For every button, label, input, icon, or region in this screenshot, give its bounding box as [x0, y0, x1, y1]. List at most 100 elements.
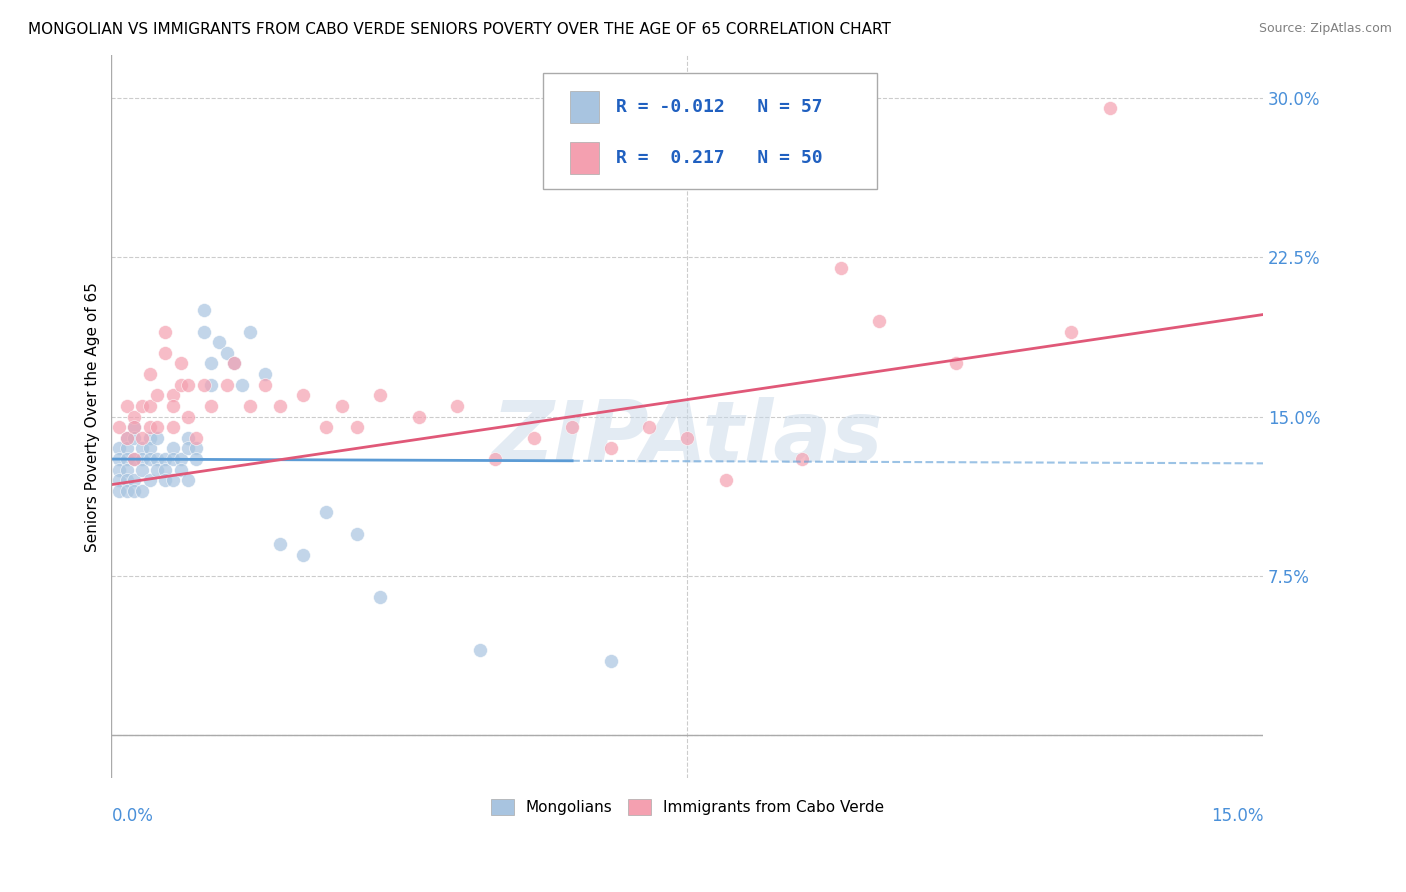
- Point: [184, 452, 207, 467]
- Point: [146, 388, 169, 402]
- Point: [115, 463, 138, 477]
- Point: [446, 399, 468, 413]
- Point: [468, 643, 491, 657]
- Point: [131, 483, 153, 498]
- Point: [330, 399, 353, 413]
- Text: MONGOLIAN VS IMMIGRANTS FROM CABO VERDE SENIORS POVERTY OVER THE AGE OF 65 CORRE: MONGOLIAN VS IMMIGRANTS FROM CABO VERDE …: [28, 22, 891, 37]
- Point: [184, 431, 207, 445]
- Text: 0.0%: 0.0%: [111, 807, 153, 825]
- Point: [139, 431, 162, 445]
- Point: [269, 399, 291, 413]
- Point: [346, 420, 368, 434]
- Point: [200, 399, 222, 413]
- Point: [408, 409, 430, 424]
- Point: [108, 463, 131, 477]
- Point: [177, 474, 200, 488]
- Point: [162, 420, 184, 434]
- Point: [253, 367, 276, 381]
- Point: [638, 420, 661, 434]
- Point: [315, 420, 337, 434]
- Point: [139, 452, 162, 467]
- Point: [792, 452, 814, 467]
- Point: [131, 399, 153, 413]
- Point: [184, 442, 207, 456]
- Point: [368, 388, 391, 402]
- Point: [108, 474, 131, 488]
- Point: [108, 420, 131, 434]
- Point: [676, 431, 699, 445]
- Point: [115, 442, 138, 456]
- Point: [315, 505, 337, 519]
- Point: [177, 442, 200, 456]
- Point: [115, 474, 138, 488]
- Point: [169, 377, 191, 392]
- Point: [1098, 101, 1121, 115]
- Point: [139, 474, 162, 488]
- Point: [153, 325, 176, 339]
- Point: [131, 452, 153, 467]
- Text: R =  0.217   N = 50: R = 0.217 N = 50: [616, 149, 823, 167]
- Point: [124, 431, 146, 445]
- Point: [115, 452, 138, 467]
- Point: [523, 431, 546, 445]
- Point: [484, 452, 506, 467]
- Point: [131, 442, 153, 456]
- Point: [208, 335, 231, 350]
- Text: Source: ZipAtlas.com: Source: ZipAtlas.com: [1258, 22, 1392, 36]
- Point: [139, 399, 162, 413]
- Point: [162, 442, 184, 456]
- Point: [108, 442, 131, 456]
- Point: [193, 303, 215, 318]
- Bar: [569, 142, 599, 175]
- Point: [253, 377, 276, 392]
- Point: [124, 474, 146, 488]
- Point: [124, 420, 146, 434]
- Point: [239, 399, 262, 413]
- Text: R = -0.012   N = 57: R = -0.012 N = 57: [616, 98, 823, 116]
- Point: [830, 260, 852, 275]
- Point: [292, 548, 315, 562]
- Point: [162, 474, 184, 488]
- Point: [368, 591, 391, 605]
- Text: 15.0%: 15.0%: [1211, 807, 1263, 825]
- Point: [599, 442, 621, 456]
- Point: [200, 356, 222, 370]
- Point: [346, 526, 368, 541]
- Point: [215, 377, 238, 392]
- Point: [146, 431, 169, 445]
- Point: [146, 420, 169, 434]
- FancyBboxPatch shape: [543, 73, 877, 189]
- Legend: Mongolians, Immigrants from Cabo Verde: Mongolians, Immigrants from Cabo Verde: [485, 793, 890, 821]
- Point: [108, 483, 131, 498]
- Point: [108, 452, 131, 467]
- Point: [224, 356, 246, 370]
- Point: [868, 314, 890, 328]
- Point: [153, 346, 176, 360]
- Point: [561, 420, 583, 434]
- Point: [945, 356, 967, 370]
- Point: [162, 452, 184, 467]
- Point: [124, 420, 146, 434]
- Y-axis label: Seniors Poverty Over the Age of 65: Seniors Poverty Over the Age of 65: [86, 282, 100, 551]
- Point: [115, 399, 138, 413]
- Point: [177, 431, 200, 445]
- Point: [162, 388, 184, 402]
- Point: [169, 463, 191, 477]
- Text: ZIPAtlas: ZIPAtlas: [492, 397, 883, 480]
- Point: [115, 431, 138, 445]
- Point: [200, 377, 222, 392]
- Point: [146, 452, 169, 467]
- Bar: [569, 91, 599, 123]
- Point: [124, 452, 146, 467]
- Point: [162, 399, 184, 413]
- Point: [131, 431, 153, 445]
- Point: [292, 388, 315, 402]
- Point: [153, 474, 176, 488]
- Point: [714, 474, 737, 488]
- Point: [193, 377, 215, 392]
- Point: [239, 325, 262, 339]
- Point: [269, 537, 291, 551]
- Point: [169, 452, 191, 467]
- Point: [124, 452, 146, 467]
- Point: [124, 409, 146, 424]
